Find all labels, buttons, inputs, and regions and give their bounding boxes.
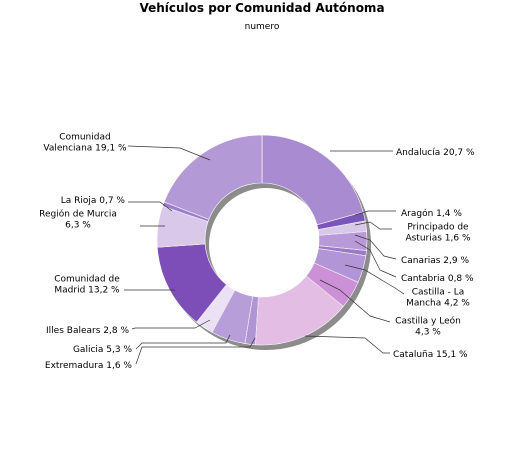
slice-boundary-castilla-la-mancha bbox=[318, 248, 366, 257]
leader-principado-de-asturias bbox=[354, 221, 392, 230]
label-canarias: Canarias 2,9 % bbox=[401, 256, 469, 266]
slice-boundary-illes-balears bbox=[211, 289, 236, 333]
slice-comunidad-valenciana bbox=[163, 134, 263, 220]
label-line: Principado de bbox=[407, 223, 469, 233]
label-cataluna: Cataluña 15,1 % bbox=[393, 350, 468, 360]
slice-boundary-aragon bbox=[316, 211, 364, 226]
label-line: Illes Balears 2,8 % bbox=[46, 326, 129, 336]
leader-galicia bbox=[135, 334, 231, 350]
slice-boundary-cantabria bbox=[318, 245, 367, 251]
label-aragon: Aragón 1,4 % bbox=[401, 208, 462, 219]
label-line: Castilla - La bbox=[412, 288, 465, 298]
leader-illes-balears bbox=[131, 319, 211, 330]
label-region-de-murcia: Región de Murcia 6,3 % bbox=[39, 209, 117, 231]
label-andalucia: Andalucía 20,7 % bbox=[396, 148, 475, 158]
label-comunidad-valenciana: Comunidad Valenciana 19,1 % bbox=[43, 133, 127, 154]
label-line: Región de Murcia bbox=[39, 209, 117, 220]
slice-boundary-cataluna bbox=[305, 275, 344, 307]
label-galicia: Galicia 5,3 % bbox=[73, 345, 132, 355]
slice-boundary-canarias bbox=[318, 231, 367, 236]
leader-canarias bbox=[354, 234, 397, 260]
slice-boundary-galicia bbox=[244, 296, 254, 344]
slice-labels: Andalucía 20,7 % Aragón 1,4 % Principado d… bbox=[39, 133, 475, 372]
label-castilla-la-mancha: Castilla - La Mancha 4,2 % bbox=[406, 288, 470, 309]
leader-castilla-la-mancha bbox=[344, 264, 405, 295]
label-line: Aragón 1,4 % bbox=[401, 208, 462, 219]
label-castilla-y-leon: Castilla y León 4,3 % bbox=[395, 316, 461, 338]
label-principado-de-asturias: Principado de Asturias 1,6 % bbox=[405, 223, 471, 244]
chart-subtitle: numero bbox=[245, 22, 280, 32]
slice-boundary-extremadura bbox=[255, 296, 259, 345]
label-line: Canarias 2,9 % bbox=[401, 256, 469, 266]
label-line: Galicia 5,3 % bbox=[73, 345, 132, 355]
label-illes-balears: Illes Balears 2,8 % bbox=[46, 326, 129, 336]
slice-andalucia bbox=[261, 134, 364, 226]
leader-comunidad-valenciana bbox=[127, 145, 211, 161]
label-extremadura: Extremadura 1,6 % bbox=[45, 361, 133, 371]
leader-la-rioja bbox=[128, 201, 173, 212]
label-line: Cantabria 0,8 % bbox=[401, 274, 474, 284]
label-line: Cataluña 15,1 % bbox=[393, 350, 468, 360]
label-line: Valenciana 19,1 % bbox=[43, 144, 127, 154]
label-line: Castilla y León bbox=[395, 316, 461, 327]
label-cantabria: Cantabria 0,8 % bbox=[401, 274, 474, 284]
label-line: La Rioja 0,7 % bbox=[61, 196, 126, 206]
label-line: 4,3 % bbox=[415, 328, 441, 338]
slice-boundary-principado-de-asturias bbox=[318, 220, 366, 230]
slice-boundary-castilla-y-leon bbox=[314, 262, 359, 283]
donut-slices bbox=[156, 134, 368, 346]
label-line: Comunidad bbox=[59, 133, 110, 143]
slice-boundary-la-rioja bbox=[162, 206, 209, 222]
label-leaders bbox=[124, 145, 405, 365]
label-line: Extremadura 1,6 % bbox=[45, 361, 133, 371]
slice-boundary-comunidad-de-madrid bbox=[196, 284, 227, 323]
leader-aragon bbox=[354, 210, 396, 216]
leader-castilla-y-leon bbox=[319, 279, 391, 323]
leader-cataluna bbox=[304, 335, 390, 354]
chart-title: Vehículos por Comunidad Autónoma bbox=[139, 1, 384, 15]
leader-cantabria bbox=[354, 240, 397, 278]
label-line: 6,3 % bbox=[65, 221, 91, 231]
label-line: Comunidad de bbox=[54, 275, 120, 285]
slice-boundary-comunidad-valenciana bbox=[164, 201, 209, 220]
slice-boundary-region-de-murcia bbox=[157, 243, 206, 248]
label-comunidad-de-madrid: Comunidad de Madrid 13,2 % bbox=[54, 275, 120, 296]
label-la-rioja: La Rioja 0,7 % bbox=[61, 196, 126, 206]
label-line: Mancha 4,2 % bbox=[406, 299, 470, 309]
label-line: Andalucía 20,7 % bbox=[396, 148, 475, 158]
label-line: Madrid 13,2 % bbox=[54, 286, 120, 296]
label-line: Asturias 1,6 % bbox=[405, 234, 471, 244]
leader-extremadura bbox=[135, 337, 256, 365]
